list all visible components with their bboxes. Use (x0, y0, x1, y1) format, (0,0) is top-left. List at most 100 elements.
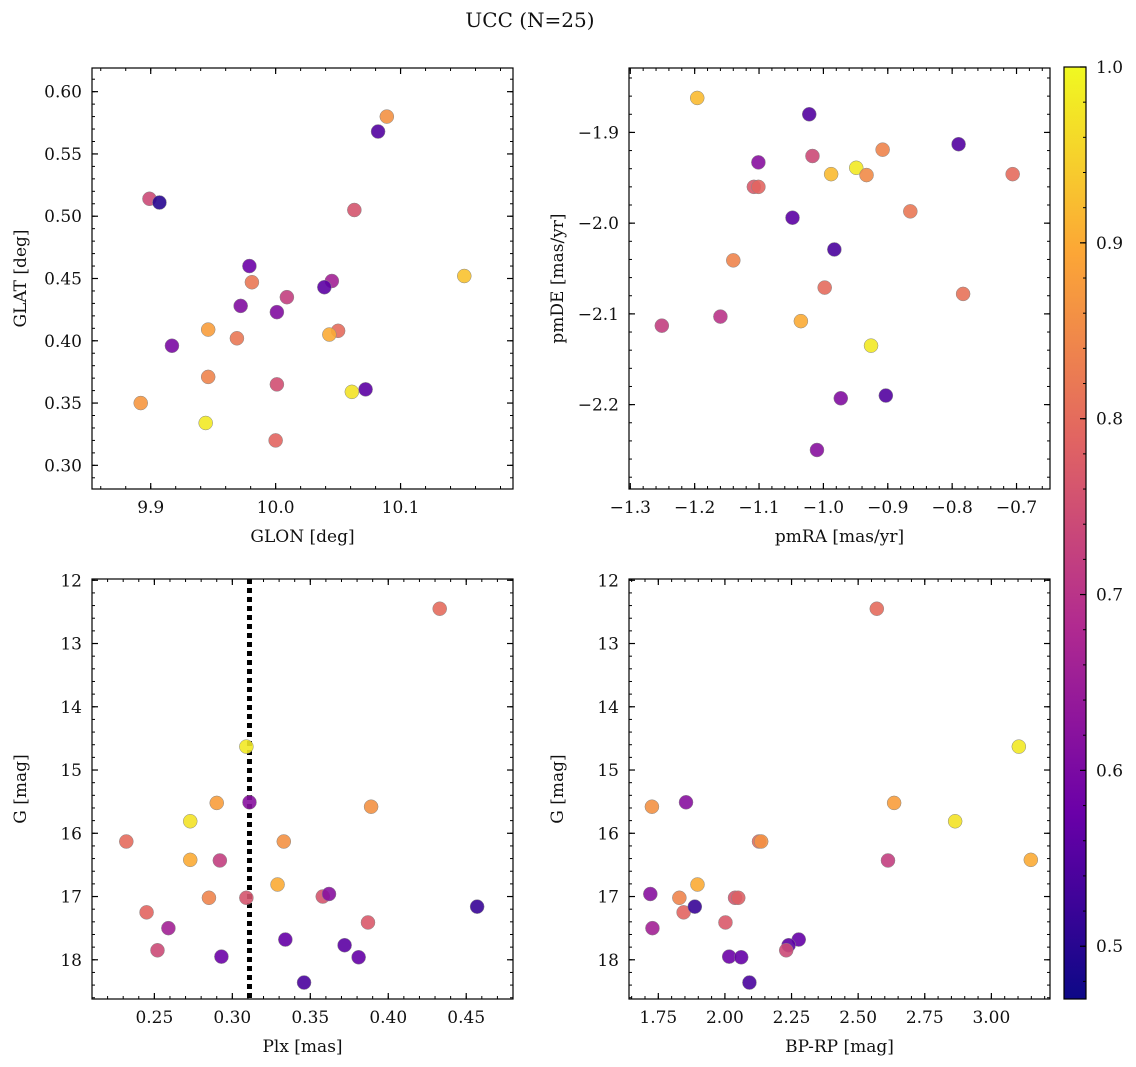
data-point (751, 155, 766, 170)
data-point (152, 195, 167, 210)
y-tick-label: 16 (597, 824, 619, 844)
scatter-panels: 9.9 10.0 10.1 0.30 0.35 0.40 0.45 0.50 0.55 0.60 G… (11, 67, 1051, 1057)
data-point (322, 327, 337, 342)
panel-4: 1.75 2.00 2.25 2.50 2.75 3.00 12 13 14 15 16 17 18 BP… (548, 571, 1051, 1057)
data-point (793, 313, 809, 329)
x-axis-label: BP-RP [mag] (785, 1037, 894, 1057)
figure-title: UCC (N=25) (465, 8, 594, 32)
y-tick-label: 17 (60, 888, 82, 908)
data-point (654, 318, 670, 333)
data-point (751, 179, 766, 195)
data-point (827, 242, 842, 257)
data-point (150, 943, 165, 958)
data-point (198, 415, 213, 431)
data-point (848, 160, 864, 176)
x-tick-label: 10.1 (382, 498, 420, 518)
colorbar-gradient (1063, 66, 1087, 1000)
colorbar-tick-label: 1.0 (1096, 58, 1123, 78)
data-point (242, 258, 257, 274)
data-point (239, 739, 254, 754)
x-tick-label: −1.0 (803, 498, 844, 518)
data-point (296, 975, 312, 990)
data-point (863, 338, 879, 353)
x-tick-label: −0.7 (996, 498, 1037, 518)
x-tick-label: 3.00 (972, 1008, 1010, 1028)
data-point (878, 388, 894, 403)
panel-2: −1.3 −1.2 −1.1 −1.0 −0.9 −0.8 −0.7 −2.2 −2.1 −2.0… (548, 67, 1051, 547)
axes-frame (91, 67, 514, 490)
y-tick-label: 0.60 (44, 83, 82, 103)
data-point (370, 124, 386, 139)
data-point (778, 943, 794, 958)
x-tick-label: 2.75 (906, 1008, 944, 1028)
data-point (321, 886, 337, 902)
data-point (875, 142, 890, 157)
data-point (351, 950, 366, 965)
data-point (718, 915, 733, 930)
data-point (242, 795, 257, 810)
y-tick-label: 12 (60, 571, 82, 591)
data-point (880, 853, 896, 868)
data-point (337, 937, 352, 953)
panel-1: 9.9 10.0 10.1 0.30 0.35 0.40 0.45 0.50 0.55 0.60 G… (11, 67, 514, 547)
data-point (687, 899, 703, 914)
y-tick-label: 14 (60, 698, 82, 718)
colorbar-tick-label: 0.9 (1096, 234, 1123, 254)
x-tick-label: −1.2 (674, 498, 715, 518)
data-point (161, 920, 176, 936)
data-point (268, 433, 283, 448)
axes-frame (628, 67, 1051, 490)
data-point (201, 890, 217, 906)
y-tick-label: 15 (60, 761, 82, 781)
y-tick-label: 16 (60, 824, 82, 844)
axes-frame (91, 578, 514, 1000)
data-point (469, 899, 485, 914)
axes-frame (628, 578, 1051, 1000)
panel-3: 0.25 0.30 0.35 0.40 0.45 12 13 14 15 16 17 18 Plx [m… (11, 571, 514, 1057)
x-tick-label: 0.45 (447, 1008, 485, 1028)
data-point (869, 601, 885, 616)
colorbar-tick-label: 0.8 (1096, 410, 1123, 430)
colorbar-tick-label: 0.6 (1096, 761, 1123, 781)
data-point (672, 890, 687, 906)
data-point (903, 204, 918, 219)
y-axis-label: pmDE [mas/yr] (548, 213, 568, 343)
data-point (276, 834, 292, 849)
data-point (753, 834, 769, 849)
y-tick-label: 13 (60, 635, 82, 655)
x-tick-label: −1.3 (610, 498, 651, 518)
data-point (947, 814, 963, 829)
data-point (713, 309, 728, 324)
y-axis-label: G [mag] (548, 754, 568, 823)
data-point (678, 795, 694, 810)
data-point (742, 975, 757, 990)
data-point (164, 338, 180, 354)
data-point (951, 136, 966, 152)
data-point (833, 391, 849, 406)
data-point (726, 253, 741, 268)
x-tick-label: 2.50 (839, 1008, 877, 1028)
y-tick-label: −2.1 (578, 305, 619, 325)
y-tick-label: 0.55 (44, 145, 82, 165)
data-point (360, 915, 376, 930)
data-point (1005, 166, 1020, 182)
data-point (347, 202, 362, 218)
y-tick-label: 14 (597, 698, 619, 718)
y-tick-label: 0.35 (44, 394, 82, 414)
data-point (270, 877, 285, 892)
x-tick-label: 2.00 (706, 1008, 744, 1028)
data-point (279, 289, 295, 305)
data-point (212, 853, 228, 868)
data-point (182, 814, 198, 829)
colorbar: 0.5 0.6 0.7 0.8 0.9 1.0 (1063, 58, 1123, 1000)
data-point (239, 890, 254, 906)
data-point (823, 166, 839, 182)
y-tick-label: −2.2 (578, 396, 619, 416)
data-point (457, 268, 472, 284)
data-point (432, 601, 447, 616)
x-tick-label: 9.9 (137, 498, 164, 518)
data-point (690, 877, 705, 892)
data-point (817, 280, 832, 295)
y-tick-label: −2.0 (578, 214, 619, 234)
